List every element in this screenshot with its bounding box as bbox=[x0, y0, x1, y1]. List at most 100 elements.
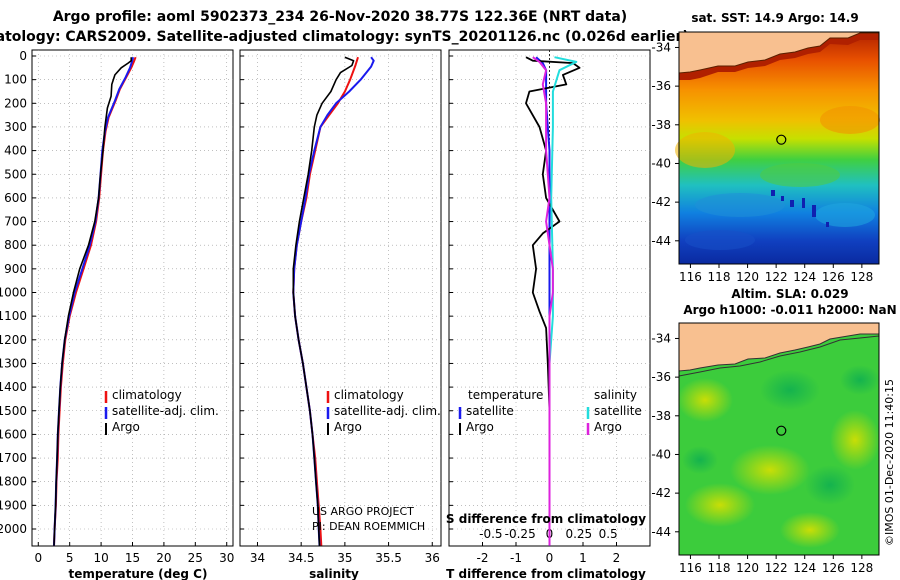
temperature-tick-label: 5 bbox=[66, 551, 74, 565]
depth-tick-label: 1700 bbox=[0, 451, 27, 465]
salinity-series bbox=[292, 56, 375, 546]
sst-lon-tick-label: 120 bbox=[736, 270, 759, 284]
legend-label-satellite: satellite-adj. clim. bbox=[112, 404, 219, 418]
sst-lat-tick-label: -34 bbox=[651, 40, 671, 54]
t-difference-tick-label: -2 bbox=[477, 551, 489, 565]
depth-tick-label: 500 bbox=[4, 167, 27, 181]
temperature-tick-label: 30 bbox=[219, 551, 234, 565]
salinity-tick-label: 36 bbox=[425, 551, 440, 565]
sla-shelf-contour bbox=[678, 335, 880, 377]
difference-panel: -2 -1 0 1 2 -0.5 -0.25 0 0.25 0.5 T difference f… bbox=[446, 49, 651, 580]
depth-tick-label: 100 bbox=[4, 73, 27, 87]
sst-australia-landmass bbox=[678, 31, 880, 74]
depth-tick-label: 900 bbox=[4, 262, 27, 276]
legend-label-t-satellite: satellite bbox=[466, 404, 514, 418]
sla-anomaly-blobs bbox=[677, 365, 880, 548]
series-line-argo bbox=[53, 57, 132, 546]
temperature-grid bbox=[32, 50, 233, 546]
sla-lat-tick-label: -44 bbox=[651, 525, 671, 539]
sla-lon-ticks: 116 118 120 122 124 126 128 bbox=[679, 555, 873, 575]
sla-lat-tick-label: -42 bbox=[651, 486, 671, 500]
t-difference-tick-label: -1 bbox=[510, 551, 522, 565]
sst-lon-tick-label: 126 bbox=[822, 270, 845, 284]
sst-lat-ticks: -34 -36 -38 -40 -42 -44 bbox=[651, 40, 679, 248]
series-line-argo bbox=[292, 56, 355, 546]
temperature-tick-label: 10 bbox=[93, 551, 108, 565]
depth-axis-ticks: 0 100 200 300 400 500 600 700 800 900 1000 1100 1200… bbox=[0, 49, 27, 536]
imos-credit: ©IMOS 01-Dec-2020 11:40:15 bbox=[883, 379, 896, 546]
sla-map-subtitle: Argo h1000: -0.011 h2000: NaN bbox=[683, 303, 896, 317]
temperature-tick-label: 0 bbox=[34, 551, 42, 565]
depth-tick-label: 700 bbox=[4, 215, 27, 229]
s-difference-axis-label: S difference from climatology bbox=[446, 512, 646, 526]
depth-tick-label: 800 bbox=[4, 238, 27, 252]
s-difference-tick-label: -0.25 bbox=[505, 527, 536, 541]
series-line-s-argo bbox=[532, 56, 554, 546]
sst-map: sat. SST: 14.9 Argo: 14.9 116 118 120 122 12… bbox=[651, 11, 880, 284]
difference-legend: temperature salinity satellite Argo sate… bbox=[458, 388, 642, 435]
legend-label-argo: Argo bbox=[112, 420, 140, 434]
sla-lon-tick-label: 122 bbox=[765, 561, 788, 575]
legend-label-s-argo: Argo bbox=[594, 420, 622, 434]
legend-label-s-satellite: satellite bbox=[594, 404, 642, 418]
figure-title: Argo profile: aoml 5902373_234 26-Nov-20… bbox=[53, 9, 627, 25]
temperature-series bbox=[53, 56, 137, 546]
legend-label-satellite: satellite-adj. clim. bbox=[334, 404, 441, 418]
sla-lat-tick-label: -40 bbox=[651, 447, 671, 461]
salinity-axis-ticks: 34 34.5 35 35.5 36 bbox=[250, 542, 440, 565]
salinity-grid bbox=[240, 50, 441, 546]
t-difference-tick-label: 0 bbox=[546, 551, 554, 565]
legend-label-t-argo: Argo bbox=[466, 420, 494, 434]
salinity-legend: climatology satellite-adj. clim. Argo bbox=[326, 388, 441, 435]
legend-label-climatology: climatology bbox=[334, 388, 404, 402]
depth-tick-label: 1200 bbox=[0, 333, 27, 347]
depth-tick-label: 1000 bbox=[0, 286, 27, 300]
sla-float-position-marker bbox=[776, 425, 787, 436]
sst-lon-ticks: 116 118 120 122 124 126 128 bbox=[679, 264, 873, 284]
sla-map-frame bbox=[678, 322, 880, 556]
temperature-tick-label: 20 bbox=[156, 551, 171, 565]
temperature-tick-label: 25 bbox=[188, 551, 203, 565]
sst-lat-tick-label: -42 bbox=[651, 195, 671, 209]
salinity-tick-label: 35 bbox=[337, 551, 352, 565]
sla-australia-landmass bbox=[678, 322, 880, 372]
sla-lat-tick-label: -38 bbox=[651, 409, 671, 423]
sst-lat-tick-label: -44 bbox=[651, 234, 671, 248]
sla-lat-tick-label: -36 bbox=[651, 370, 671, 384]
salinity-panel: 34 34.5 35 35.5 36 salinity climatology sate… bbox=[239, 49, 442, 580]
legend-title-temperature: temperature bbox=[468, 388, 543, 402]
sla-lon-tick-label: 126 bbox=[822, 561, 845, 575]
depth-tick-label: 1500 bbox=[0, 404, 27, 418]
sst-lon-tick-label: 124 bbox=[793, 270, 816, 284]
salinity-plot-frame bbox=[239, 49, 442, 547]
legend-title-salinity: salinity bbox=[594, 388, 637, 402]
sst-lon-tick-label: 128 bbox=[850, 270, 873, 284]
sst-float-position-marker bbox=[776, 134, 787, 145]
sla-lat-tick-label: -34 bbox=[651, 331, 671, 345]
depth-tick-label: 400 bbox=[4, 144, 27, 158]
depth-tick-label: 0 bbox=[19, 49, 27, 63]
depth-tick-label: 200 bbox=[4, 96, 27, 110]
s-difference-tick-label: 0.5 bbox=[599, 527, 618, 541]
sst-lon-tick-label: 116 bbox=[679, 270, 702, 284]
temperature-tick-label: 15 bbox=[125, 551, 140, 565]
depth-tick-label: 1600 bbox=[0, 427, 27, 441]
salinity-tick-label: 34 bbox=[250, 551, 265, 565]
sla-lon-tick-label: 120 bbox=[736, 561, 759, 575]
t-difference-tick-label: 1 bbox=[579, 551, 587, 565]
sla-lon-tick-label: 116 bbox=[679, 561, 702, 575]
temperature-legend: climatology satellite-adj. clim. Argo bbox=[104, 388, 219, 435]
sla-map-title: Altim. SLA: 0.029 bbox=[731, 287, 848, 301]
difference-series bbox=[525, 56, 581, 546]
sst-lat-tick-label: -40 bbox=[651, 156, 671, 170]
t-difference-axis-label: T difference from climatology bbox=[446, 567, 646, 580]
depth-tick-label: 1900 bbox=[0, 498, 27, 512]
s-difference-tick-label: 0.25 bbox=[565, 527, 592, 541]
project-credit: US ARGO PROJECT bbox=[312, 505, 414, 518]
depth-tick-label: 300 bbox=[4, 120, 27, 134]
sst-lon-tick-label: 118 bbox=[708, 270, 731, 284]
legend-label-argo: Argo bbox=[334, 420, 362, 434]
sst-lat-tick-label: -38 bbox=[651, 118, 671, 132]
salinity-tick-label: 35.5 bbox=[375, 551, 402, 565]
